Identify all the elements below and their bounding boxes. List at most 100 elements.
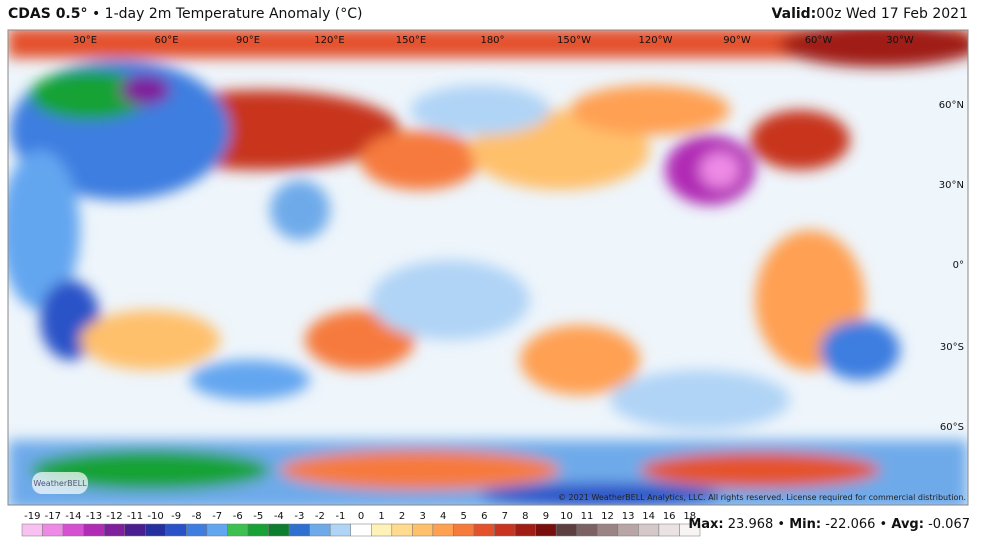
lon-label: 150°E <box>396 35 426 46</box>
valid-label: Valid: <box>771 6 817 22</box>
colorbar-label: -7 <box>212 511 222 522</box>
colorbar-cell <box>186 523 208 537</box>
lon-label: 120°E <box>314 35 344 46</box>
colorbar-cell <box>145 523 167 537</box>
lon-label: 60°E <box>154 35 178 46</box>
min-label: Min: <box>789 517 821 532</box>
colorbar-label: -5 <box>253 511 263 522</box>
colorbar-label: 13 <box>622 511 635 522</box>
credit: © 2021 WeatherBELL Analytics, LLC. All r… <box>558 493 966 502</box>
colorbar-label: -13 <box>86 511 102 522</box>
anomaly-field <box>8 30 968 505</box>
lon-label: 90°W <box>723 35 751 46</box>
model: CDAS 0.5° <box>8 6 88 22</box>
colorbar-cell <box>329 523 351 537</box>
colorbar-label: 1 <box>378 511 384 522</box>
colorbar-label: 12 <box>601 511 614 522</box>
colorbar-label: 7 <box>502 511 508 522</box>
colorbar-cell <box>21 523 43 537</box>
colorbar-cell <box>371 523 393 537</box>
colorbar-cell <box>617 523 639 537</box>
colorbar-cell <box>103 523 125 537</box>
colorbar-label: -11 <box>127 511 143 522</box>
colorbar-cell <box>350 523 372 537</box>
colorbar-label: -8 <box>192 511 202 522</box>
colorbar-cell <box>124 523 146 537</box>
lon-label: 120°W <box>639 35 673 46</box>
colorbar-label: -4 <box>274 511 284 522</box>
colorbar-cell <box>679 523 701 537</box>
lon-label: 150°W <box>557 35 591 46</box>
colorbar-label: 5 <box>461 511 467 522</box>
colorbar-label: 2 <box>399 511 405 522</box>
colorbar-cell <box>247 523 269 537</box>
colorbar-label: -14 <box>65 511 81 522</box>
valid-time: 00z Wed 17 Feb 2021 <box>816 6 968 22</box>
colorbar-cell <box>83 523 105 537</box>
colorbar-label: -6 <box>233 511 243 522</box>
colorbar-cell <box>391 523 413 537</box>
colorbar-cell <box>535 523 557 537</box>
colorbar-label: -9 <box>171 511 181 522</box>
colorbar-cell <box>227 523 249 537</box>
avg-label: Avg: <box>891 517 924 532</box>
colorbar-cell <box>206 523 228 537</box>
map-frame <box>7 29 969 506</box>
lat-label: 30°S <box>940 342 964 353</box>
colorbar-cell <box>165 523 187 537</box>
colorbar-cell <box>412 523 434 537</box>
colorbar-label: -10 <box>147 511 163 522</box>
colorbar-label: 3 <box>419 511 425 522</box>
max-label: Max: <box>688 517 723 532</box>
stats: Max: 23.968 • Min: -22.066 • Avg: -0.067 <box>688 517 970 532</box>
colorbar-cell <box>473 523 495 537</box>
max: 23.968 <box>728 517 774 532</box>
colorbar-label: 11 <box>581 511 594 522</box>
colorbar-cell <box>494 523 516 537</box>
lon-label: 180° <box>480 35 504 46</box>
lat-label: 60°N <box>939 100 964 111</box>
logo-bg <box>32 472 88 494</box>
colorbar-cell <box>453 523 475 537</box>
colorbar-cell <box>309 523 331 537</box>
sep: • <box>880 517 888 532</box>
colorbar-label: 4 <box>440 511 446 522</box>
colorbar-label: 0 <box>358 511 364 522</box>
colorbar-cell <box>514 523 536 537</box>
colorbar-cell <box>432 523 454 537</box>
colorbar-cell <box>658 523 680 537</box>
colorbar-label: 18 <box>683 511 696 522</box>
lon-label: 60°W <box>805 35 833 46</box>
colorbar-cell <box>42 523 64 537</box>
colorbar-label: 9 <box>543 511 549 522</box>
colorbar-cell <box>576 523 598 537</box>
min: -22.066 <box>825 517 875 532</box>
colorbar-cell <box>555 523 577 537</box>
avg: -0.067 <box>928 517 970 532</box>
colorbar-cell <box>638 523 660 537</box>
colorbar-label: 8 <box>522 511 528 522</box>
colorbar-label: 10 <box>560 511 573 522</box>
colorbar-label: -19 <box>24 511 40 522</box>
lon-label: 90°E <box>236 35 260 46</box>
colorbar-label: -12 <box>106 511 122 522</box>
sep: • <box>777 517 785 532</box>
colorbar-cell <box>268 523 290 537</box>
colorbar: -19 -17 -14 -13 -12 -11 -10 -9 -8 -7 -6 -5 -4 -3 -2 -1 0… <box>21 511 701 537</box>
colorbar-label: -1 <box>335 511 345 522</box>
valid: Valid:00z Wed 17 Feb 2021 <box>772 6 968 22</box>
description: • 1-day 2m Temperature Anomaly (°C) <box>91 6 363 22</box>
colorbar-label: -17 <box>45 511 61 522</box>
colorbar-label: -3 <box>294 511 304 522</box>
lat-label: 60°S <box>940 422 964 433</box>
lat-label: 30°N <box>939 180 964 191</box>
title: CDAS 0.5° • 1-day 2m Temperature Anomaly… <box>8 6 363 22</box>
lon-label: 30°W <box>886 35 914 46</box>
colorbar-label: 6 <box>481 511 487 522</box>
colorbar-label: -2 <box>315 511 325 522</box>
lon-label: 30°E <box>73 35 97 46</box>
colorbar-label: 16 <box>663 511 676 522</box>
logo: WeatherBELL <box>33 479 87 488</box>
